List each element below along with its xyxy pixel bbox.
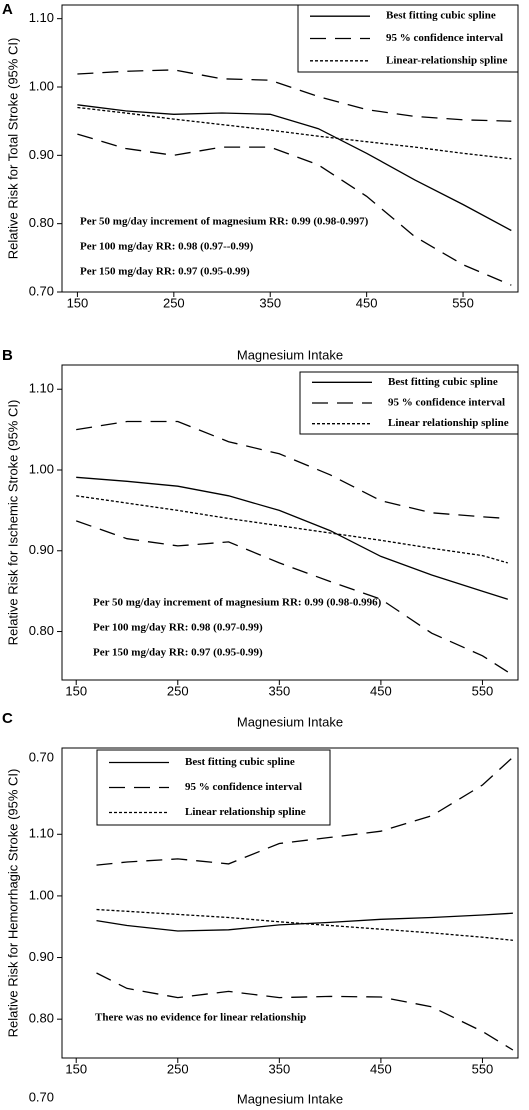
series-line xyxy=(76,476,508,600)
y-tick-label: 1.10 xyxy=(29,381,54,396)
series-line xyxy=(75,520,509,673)
series-line xyxy=(77,106,512,160)
x-tick-label: 550 xyxy=(472,683,494,698)
y-tick-label: 0.80 xyxy=(29,1011,54,1026)
plot-frame xyxy=(61,4,519,293)
legend-label: 95 % confidence interval xyxy=(386,32,503,44)
legend-label: 95 % confidence interval xyxy=(388,397,505,409)
y-tick-label: 1.00 xyxy=(29,887,54,902)
y-axis-label: Relative Risk for Ischemic Stroke (95% C… xyxy=(5,400,20,646)
x-tick-label: 250 xyxy=(167,683,189,698)
y-tick-label: 0.80 xyxy=(29,215,54,230)
legend-label: Best fitting cubic spline xyxy=(388,376,498,388)
legend-label: Linear relationship spline xyxy=(388,417,509,429)
panel-letter: A xyxy=(2,1,13,18)
panel-letter: C xyxy=(2,710,13,727)
series-line xyxy=(76,420,508,520)
x-tick-label: 150 xyxy=(65,1061,87,1076)
x-tick-label: 450 xyxy=(356,295,378,310)
legend-label: Linear relationship spline xyxy=(185,806,306,818)
legend-label: Best fitting cubic spline xyxy=(185,756,295,768)
x-tick-label: 250 xyxy=(163,295,185,310)
x-tick-label: 150 xyxy=(65,683,87,698)
y-tick-label: 0.80 xyxy=(29,623,54,638)
series-line xyxy=(96,972,514,1051)
series-line xyxy=(96,908,513,941)
annotation: Per 100 mg/day RR: 0.98 (0.97-0.99) xyxy=(93,622,263,634)
x-axis-label: Magnesium Intake xyxy=(237,714,343,729)
y-tick-label: 0.70 xyxy=(29,1089,54,1104)
annotation: Per 50 mg/day increment of magnesium RR:… xyxy=(80,216,369,228)
series-line xyxy=(96,756,514,866)
y-tick-label: 1.00 xyxy=(29,461,54,476)
annotation: Per 150 mg/day RR: 0.97 (0.95-0.99) xyxy=(93,647,263,659)
annotation: Per 150 mg/day RR: 0.97 (0.95-0.99) xyxy=(80,266,250,278)
plot-frame xyxy=(61,364,519,681)
x-tick-label: 450 xyxy=(370,1061,392,1076)
x-tick-label: 150 xyxy=(67,295,89,310)
x-tick-label: 250 xyxy=(167,1061,189,1076)
y-tick-label: 0.90 xyxy=(29,147,54,162)
x-tick-label: 350 xyxy=(268,1061,290,1076)
series-line xyxy=(77,69,512,122)
y-tick-label: 1.10 xyxy=(29,826,54,841)
y-tick-label: 0.70 xyxy=(29,749,54,764)
x-axis-label: Magnesium Intake xyxy=(237,347,343,362)
annotation: Per 100 mg/day RR: 0.98 (0.97--0.99) xyxy=(80,241,254,253)
y-tick-label: 0.90 xyxy=(29,542,54,557)
legend-label: 95 % confidence interval xyxy=(185,781,302,793)
legend-label: Linear-relationship spline xyxy=(386,54,507,66)
y-axis-label: Relative Risk for Total Stroke (95% CI) xyxy=(5,38,20,260)
x-tick-label: 350 xyxy=(259,295,281,310)
x-tick-label: 550 xyxy=(472,1061,494,1076)
series-line xyxy=(96,912,513,932)
plot-frame xyxy=(61,747,519,1059)
x-tick-label: 550 xyxy=(452,295,474,310)
panel-letter: B xyxy=(2,347,13,364)
y-tick-label: 0.90 xyxy=(29,949,54,964)
x-tick-label: 350 xyxy=(268,683,290,698)
annotation: There was no evidence for linear relatio… xyxy=(95,1012,306,1024)
annotation: Per 50 mg/day increment of magnesium RR:… xyxy=(93,597,382,609)
legend-label: Best fitting cubic spline xyxy=(386,10,496,22)
y-tick-label: 1.00 xyxy=(29,78,54,93)
y-tick-label: 0.70 xyxy=(29,283,54,298)
series-line xyxy=(76,495,508,564)
series-line xyxy=(77,133,512,286)
y-axis-label: Relative Risk for Hemorrhagic Stroke (95… xyxy=(5,769,20,1038)
series-line xyxy=(77,104,512,232)
y-tick-label: 1.10 xyxy=(29,10,54,25)
x-tick-label: 450 xyxy=(370,683,392,698)
x-axis-label: Magnesium Intake xyxy=(237,1091,343,1106)
